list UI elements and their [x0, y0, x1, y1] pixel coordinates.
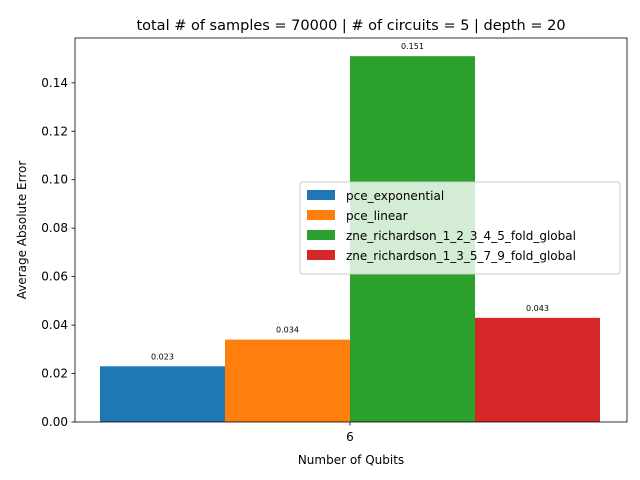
y-tick-label: 0.00 — [41, 415, 68, 429]
y-tick-label: 0.04 — [41, 318, 68, 332]
legend-swatch — [307, 250, 335, 260]
chart-title: total # of samples = 70000 | # of circui… — [136, 18, 565, 34]
legend-swatch — [307, 190, 335, 200]
bar-value-label: 0.023 — [151, 352, 174, 361]
legend-swatch — [307, 230, 335, 240]
legend-swatch — [307, 210, 335, 220]
bar-pce_linear — [225, 339, 350, 422]
bar-labels-group: 0.023 0.034 0.151 0.043 — [151, 42, 549, 361]
x-tick-label: 6 — [346, 430, 354, 444]
bar-value-label: 0.043 — [526, 304, 549, 313]
legend-entry-label: zne_richardson_1_3_5_7_9_fold_global — [346, 249, 576, 263]
y-tick-label: 0.02 — [41, 367, 68, 381]
legend-entry-label: pce_linear — [346, 209, 408, 223]
plot-frame — [74, 37, 628, 423]
y-axis-label: Average Absolute Error — [15, 161, 29, 300]
y-tick-label: 0.08 — [41, 221, 68, 235]
legend-entry-label: pce_exponential — [346, 189, 444, 203]
legend-box — [299, 181, 621, 275]
legend: pce_exponential pce_linear zne_richardson_… — [299, 181, 621, 275]
y-tick-label: 0.12 — [41, 124, 68, 138]
bar-pce_exponential — [100, 366, 225, 422]
legend-entry-label: zne_richardson_1_2_3_4_5_fold_global — [346, 229, 576, 243]
x-axis-label: Number of Qubits — [298, 453, 404, 467]
y-axis: 0.00 0.02 0.04 0.06 0.08 0.10 0.12 0.14 — [41, 76, 75, 429]
y-tick-label: 0.14 — [41, 76, 68, 90]
x-axis: 6 — [346, 422, 354, 444]
bar-value-label: 0.151 — [401, 42, 424, 51]
y-tick-label: 0.10 — [41, 173, 68, 187]
y-tick-label: 0.06 — [41, 270, 68, 284]
bar-zne_richardson_1_3_5_7_9_fold_global — [475, 317, 600, 422]
bar-value-label: 0.034 — [276, 326, 299, 335]
